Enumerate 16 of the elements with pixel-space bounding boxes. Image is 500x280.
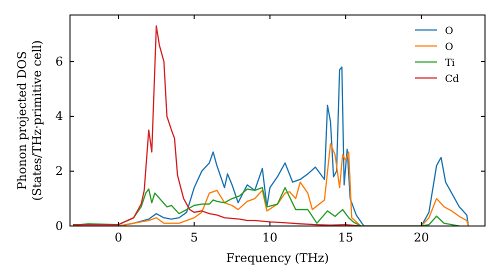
legend-label: O	[445, 26, 454, 37]
y-tick-label: 2	[55, 164, 63, 178]
legend-label: Cd	[445, 74, 460, 85]
x-tick-label: 5	[190, 230, 198, 245]
legend-label: Ti	[445, 58, 455, 69]
x-tick-label: 10	[262, 230, 278, 245]
y-tick-label: 4	[55, 109, 64, 124]
x-axis-title: Frequency (THz)	[226, 251, 329, 265]
y-tick-label: 6	[55, 54, 63, 68]
x-tick-label: 20	[414, 230, 430, 245]
line-series	[72, 25, 362, 226]
x-tick-label: 15	[338, 230, 354, 245]
y-axis-title: Phonon projected DOS (States/THz·primitive cell)	[15, 40, 44, 201]
x-tick-label: 0	[114, 230, 122, 245]
legend-label: O	[445, 42, 454, 53]
y-tick-label: 0	[55, 218, 63, 233]
